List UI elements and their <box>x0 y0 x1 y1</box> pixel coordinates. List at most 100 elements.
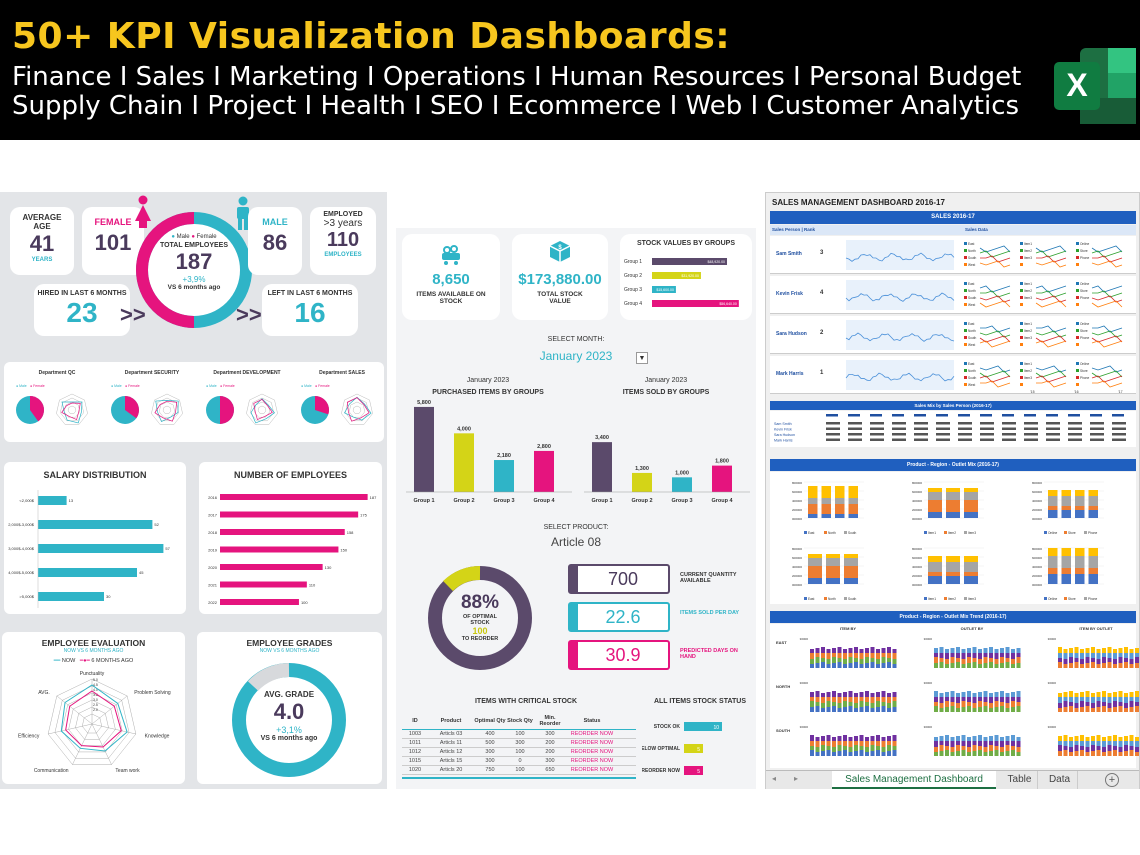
product-select[interactable]: Article 08 <box>550 535 602 549</box>
group-name: Group 3 <box>624 287 642 293</box>
trend-stack-segment <box>1118 741 1123 747</box>
group-name: Group 4 <box>624 301 642 307</box>
trend-stacked-chart: 30000 <box>924 637 1021 668</box>
mix-stack-segment <box>848 514 858 518</box>
trend-col-header: ITEM BY OUTLET <box>1079 626 1113 631</box>
male-card: MALE 86 <box>248 207 302 275</box>
trend-stack-segment <box>1058 658 1062 662</box>
tab-table[interactable]: Table <box>1002 771 1038 789</box>
mix-cell <box>1046 422 1060 425</box>
trend-stack-segment <box>843 707 847 712</box>
trend-stack-segment <box>832 747 836 752</box>
trend-stack-segment <box>967 663 971 668</box>
trend-stack-segment <box>876 701 880 707</box>
mix-cell <box>826 427 840 430</box>
tab-sales-dashboard[interactable]: Sales Management Dashboard <box>832 771 996 789</box>
trend-stack-segment <box>870 736 875 741</box>
trend-stack-segment <box>892 697 897 701</box>
trend-stack-segment <box>843 735 847 741</box>
employee-grades-card: EMPLOYEE GRADES NOW VS 6 MONTHS AGO AVG.… <box>197 632 382 784</box>
month-select[interactable]: January 2023 <box>539 349 613 363</box>
trend-stack-segment <box>854 647 858 653</box>
stock-dashboard-panel: 8,650 ITEMS AVAILABLE ON STOCK $ $173,88… <box>396 228 756 789</box>
trend-stacked-chart: 30000 <box>800 725 897 756</box>
trend-stack-segment <box>892 692 897 697</box>
legend-text: Store <box>1080 289 1088 293</box>
trend-stack-segment <box>881 653 886 657</box>
trend-stack-segment <box>870 751 875 756</box>
mini-trend-line <box>979 295 1011 303</box>
tab-scroll-left-icon[interactable]: ◂ <box>772 774 777 783</box>
mix-legend-text: Item3 <box>968 597 976 601</box>
trend-stack-segment <box>826 692 831 697</box>
legend-text: Online <box>1080 322 1089 326</box>
trend-stack-segment <box>994 649 999 653</box>
trend-stack-segment <box>1074 745 1079 751</box>
trend-stack-segment <box>826 653 831 659</box>
avg-grade-value: 4.0 <box>273 699 305 724</box>
mix-legend-text: East <box>808 531 814 535</box>
trend-stack-segment <box>934 752 938 756</box>
chart-bar-label: 1,300 <box>635 466 649 472</box>
tab-data[interactable]: Data <box>1042 771 1078 789</box>
trend-stack-segment <box>1011 653 1015 659</box>
trend-stack-segment <box>1011 750 1015 756</box>
trend-stack-segment <box>950 657 955 663</box>
mix-cell <box>1090 433 1104 436</box>
mix-cell <box>892 427 906 430</box>
trend-stack-segment <box>859 653 864 659</box>
status-label: STOCK OK <box>654 724 681 730</box>
mix-stack-segment <box>1061 506 1071 510</box>
trend-stack-segment <box>1107 703 1112 708</box>
mix-tick: 200000 <box>792 508 802 512</box>
trend-stack-segment <box>848 691 853 697</box>
group-bar <box>652 286 676 293</box>
mix-stack-segment <box>964 500 978 512</box>
mix-tick: 200000 <box>1032 574 1042 578</box>
trend-stack-segment <box>843 750 847 756</box>
trend-stack-segment <box>887 653 891 658</box>
mix-legend-text: North <box>828 531 836 535</box>
trend-stack-segment <box>1000 691 1004 697</box>
mix-stack-segment <box>928 572 942 576</box>
salary-title: SALARY DISTRIBUTION <box>43 470 147 480</box>
trend-stack-segment <box>1016 737 1021 741</box>
kpi-box: 22.6 <box>568 602 670 632</box>
trend-stack-segment <box>956 697 960 703</box>
trend-row-header: NORTH <box>776 684 791 689</box>
trend-stack-segment <box>854 662 858 668</box>
trend-stack-segment <box>843 701 847 707</box>
mix-cell <box>1046 433 1060 436</box>
legend-text: North <box>968 329 976 333</box>
mix-stack-segment <box>1088 506 1098 510</box>
month-dropdown-icon[interactable]: ▼ <box>636 352 648 364</box>
group-name: Group 2 <box>624 273 642 279</box>
trend-stack-segment <box>1063 653 1068 659</box>
critical-stock-table: ID Product Optimal Qty Stock Qty Min. Reorde… <box>402 712 636 779</box>
trend-stack-segment <box>1107 745 1112 751</box>
mix-stack-segment <box>844 578 858 584</box>
trend-stack-segment <box>1005 658 1010 662</box>
sales-person-row: Mark Harris 1 East North South West Item1 Item2… <box>770 356 1136 394</box>
trend-row-header: EAST <box>776 640 787 645</box>
mix-stack-segment <box>1088 556 1098 568</box>
mix-stack-segment <box>928 562 942 572</box>
trend-stack-segment <box>967 737 971 741</box>
legend-swatch <box>1076 329 1079 332</box>
trend-stack-segment <box>983 657 988 663</box>
critical-cell: Articls 12 <box>439 749 463 755</box>
department-chart: ● Male ● Female <box>206 384 278 425</box>
dept-radar-grid <box>162 405 172 414</box>
tab-scroll-right-icon[interactable]: ▸ <box>794 774 799 783</box>
dept-radar-before <box>253 398 273 421</box>
trend-stack-segment <box>1135 648 1139 653</box>
legend-text: Item3 <box>1024 296 1032 300</box>
trend-stack-segment <box>848 648 853 653</box>
legend-swatch <box>1076 303 1079 306</box>
trend-stack-segment <box>1124 653 1128 658</box>
sales-person-rank: 4 <box>820 290 824 296</box>
mix-cell <box>936 438 950 441</box>
trend-stack-segment <box>865 752 869 756</box>
legend-swatch <box>1020 336 1023 339</box>
add-sheet-icon[interactable]: + <box>1105 773 1119 787</box>
